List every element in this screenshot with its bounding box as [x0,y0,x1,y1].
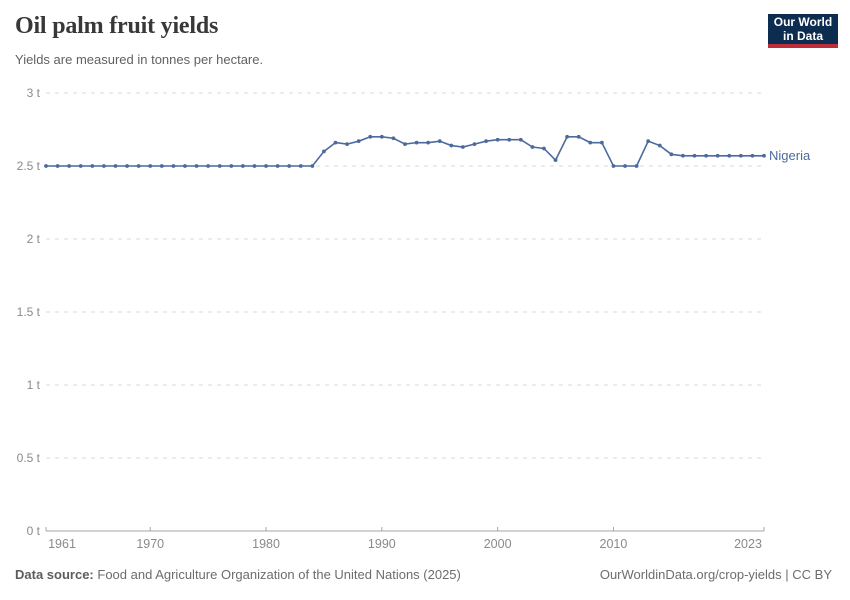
data-point[interactable] [426,140,431,145]
nigeria-line[interactable] [46,136,764,167]
chart-footer: Data source: Food and Agriculture Organi… [15,566,832,583]
data-point[interactable] [159,164,164,168]
x-axis-label: 1970 [136,537,165,551]
y-axis-label: 0.5 t [16,451,40,465]
data-point[interactable] [681,153,685,158]
data-point[interactable] [599,140,604,145]
data-point[interactable] [403,142,407,147]
data-point[interactable] [553,158,558,163]
y-axis-label: 2 t [26,232,40,246]
data-point[interactable] [252,164,257,168]
data-point[interactable] [715,153,720,158]
data-point[interactable] [565,134,570,139]
data-point[interactable] [44,164,48,168]
owid-logo-line1: Our World [773,15,833,29]
data-point[interactable] [692,153,697,158]
data-point[interactable] [461,145,465,149]
data-point[interactable] [414,140,419,145]
data-point[interactable] [275,164,280,168]
data-point[interactable] [704,153,708,158]
data-point[interactable] [623,164,627,168]
attribution-link[interactable]: OurWorldinData.org/crop-yields | CC BY [599,567,832,582]
data-point[interactable] [67,164,72,168]
data-point[interactable] [217,164,222,168]
y-axis-label: 3 t [26,86,40,100]
data-point[interactable] [298,164,303,168]
data-point[interactable] [310,164,315,168]
data-point[interactable] [229,164,234,168]
data-point[interactable] [611,164,616,168]
data-point[interactable] [345,142,349,147]
data-point[interactable] [518,137,523,142]
data-point[interactable] [507,137,512,142]
data-point[interactable] [240,164,245,168]
data-point[interactable] [437,139,442,144]
y-axis-label: 1.5 t [16,305,40,319]
y-axis-label: 0 t [26,524,40,538]
data-point[interactable] [588,140,593,145]
x-axis-label: 2023 [734,537,762,551]
owid-logo[interactable]: Our World in Data [768,14,838,48]
x-axis-label: 1990 [367,537,396,551]
data-point[interactable] [646,139,651,144]
data-point[interactable] [542,146,546,151]
data-point[interactable] [194,164,199,168]
data-point[interactable] [472,142,477,147]
data-source-text: Food and Agriculture Organization of the… [97,567,461,582]
data-point[interactable] [379,134,384,139]
data-point[interactable] [264,164,268,168]
data-point[interactable] [55,164,60,168]
data-point[interactable] [206,164,211,168]
x-axis-label: 1961 [48,537,76,551]
data-point[interactable] [449,143,454,148]
data-point[interactable] [657,143,662,148]
data-point[interactable] [78,164,83,168]
data-point[interactable] [322,149,326,154]
data-point[interactable] [90,164,95,168]
data-point[interactable] [356,139,361,144]
data-source: Data source: Food and Agriculture Organi… [15,566,461,583]
data-point[interactable] [113,164,118,168]
data-point[interactable] [484,139,488,144]
data-point[interactable] [391,136,396,141]
data-point[interactable] [333,140,338,145]
data-point[interactable] [495,137,500,142]
data-point[interactable] [576,134,581,139]
data-point[interactable] [171,164,176,168]
data-point[interactable] [102,164,106,168]
data-point[interactable] [634,164,639,168]
owid-logo-line2: in Data [782,29,823,43]
data-point[interactable] [368,134,373,139]
data-point[interactable] [727,153,732,158]
series-label-nigeria[interactable]: Nigeria [769,147,811,163]
data-point[interactable] [762,153,766,158]
x-axis-label: 1980 [252,537,280,551]
data-point[interactable] [136,164,141,168]
y-axis-label: 2.5 t [16,159,40,173]
chart-subtitle: Yields are measured in tonnes per hectar… [15,52,264,67]
data-point[interactable] [750,153,755,158]
x-axis-label: 2000 [483,537,512,551]
page-title: Oil palm fruit yields [15,13,219,39]
data-point[interactable] [183,164,187,168]
data-point[interactable] [669,152,674,157]
y-axis-label: 1 t [26,378,40,392]
data-point[interactable] [738,153,743,158]
data-point[interactable] [125,164,129,168]
data-source-label: Data source: [15,567,94,582]
data-point[interactable] [530,145,535,149]
x-axis-label: 2010 [599,537,628,551]
data-point[interactable] [287,164,292,168]
data-point[interactable] [148,164,153,168]
